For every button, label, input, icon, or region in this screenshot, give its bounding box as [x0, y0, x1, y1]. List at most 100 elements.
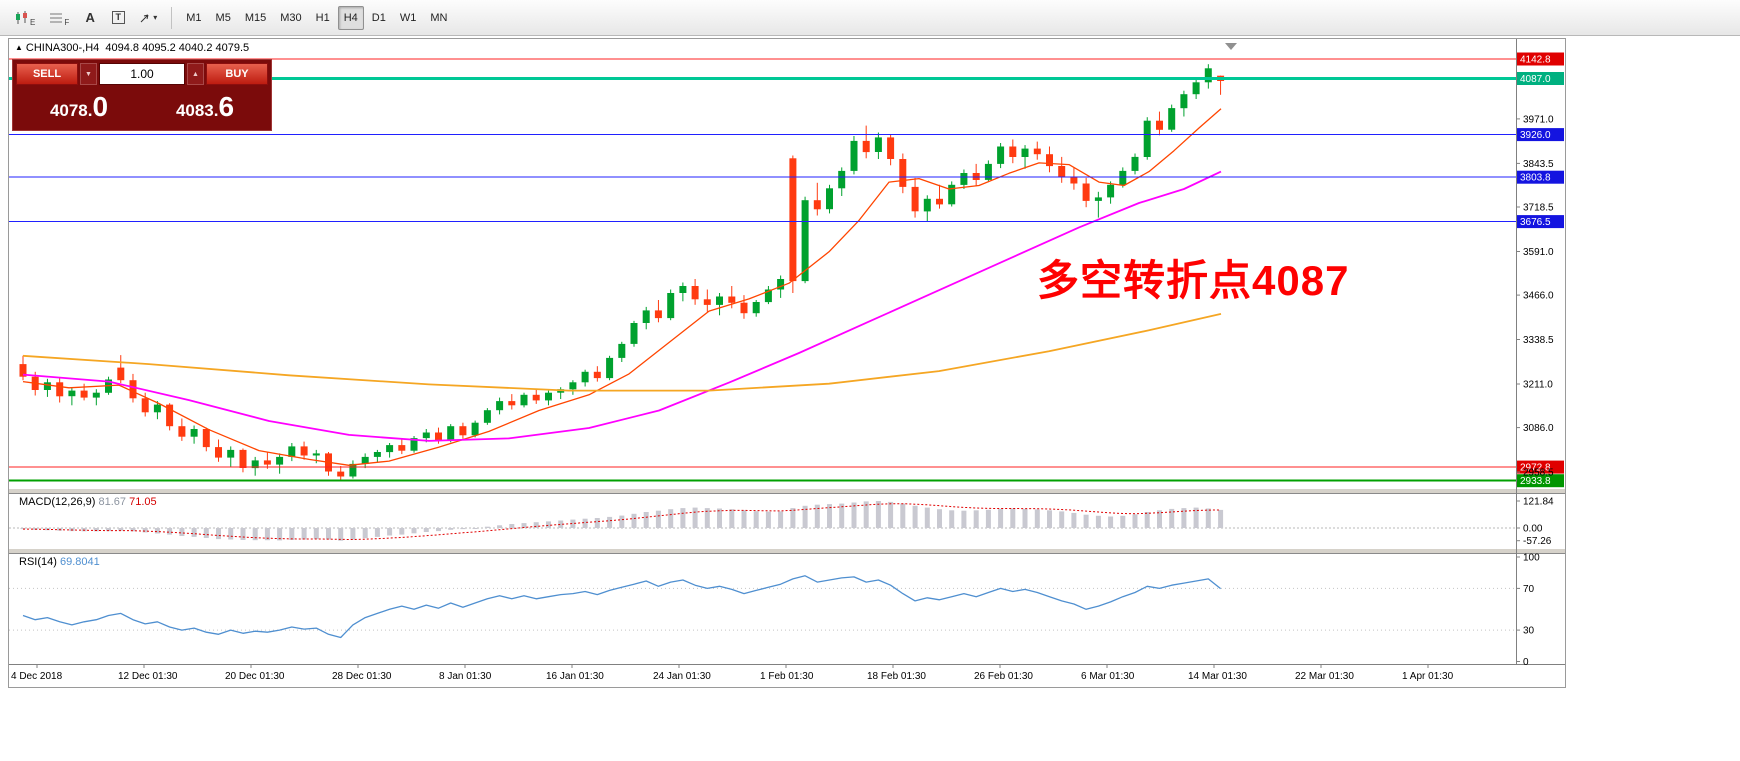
chart-shift-marker-icon: [1225, 43, 1237, 50]
macd-histogram-bar: [1181, 508, 1187, 528]
macd-histogram-bar: [643, 512, 649, 528]
timeframe-button-m30[interactable]: M30: [280, 11, 302, 24]
macd-histogram-bar: [118, 528, 124, 531]
candle-body: [581, 371, 589, 383]
candle-body: [593, 371, 601, 379]
candle-body: [764, 289, 772, 303]
level-price-badge-label: 3676.5: [1520, 217, 1551, 228]
price-axis-label: 3718.5: [1523, 203, 1554, 214]
macd-histogram-bar: [191, 528, 197, 537]
time-axis-label: 12 Dec 01:30: [118, 671, 178, 682]
macd-histogram-bar: [472, 528, 478, 529]
candle-body: [691, 286, 699, 300]
candle-body: [1094, 197, 1102, 201]
price-axis-label: 3211.0: [1523, 380, 1553, 391]
buy-price[interactable]: 4083.6: [142, 91, 268, 123]
timeframe-button-m5[interactable]: M5: [215, 11, 231, 24]
sell-price[interactable]: 4078.0: [16, 91, 142, 123]
macd-histogram-bar: [704, 508, 710, 528]
macd-histogram-bar: [423, 528, 429, 532]
candle-body: [19, 364, 27, 377]
macd-histogram-bar: [900, 503, 906, 528]
timeframe-button-h4[interactable]: H4: [337, 5, 364, 30]
volume-input[interactable]: [99, 63, 185, 85]
candle-body: [899, 159, 907, 187]
dropdown-caret-icon: ▾: [153, 13, 158, 22]
price-axis-label: 3086.0: [1523, 423, 1554, 434]
candle-body: [862, 140, 870, 153]
buy-price-main: 4083.: [175, 101, 219, 120]
level-price-badge-label: 3926.0: [1520, 130, 1551, 141]
sell-button[interactable]: SELL: [16, 63, 78, 85]
candle-body: [153, 404, 161, 413]
collapse-icon[interactable]: ▲: [15, 43, 23, 52]
candle-body: [1033, 148, 1041, 155]
candle-body: [654, 310, 662, 319]
price-axis-label: 3843.5: [1523, 159, 1554, 170]
candle-body: [703, 299, 711, 305]
candle-body: [752, 302, 760, 314]
candle-body: [520, 394, 528, 406]
buy-button[interactable]: BUY: [206, 63, 268, 85]
cursor-tool-button[interactable]: ▾: [133, 6, 163, 30]
candle-body: [801, 200, 809, 282]
chart-window: 4142.8 4087.0 3926.0 3803.8 3676.5 2972.8 2933…: [8, 38, 1566, 688]
candle-body: [422, 432, 430, 439]
candle-body: [630, 323, 638, 344]
candle-body: [667, 293, 675, 319]
candle-body: [960, 173, 968, 185]
rsi-label: RSI(14) 69.8041: [19, 556, 100, 568]
candle-body: [1168, 108, 1176, 130]
candle-body: [435, 432, 442, 441]
macd-histogram-bar: [765, 511, 771, 528]
level-price-badge-label: 4142.8: [1520, 55, 1551, 66]
timeframe-button-m15[interactable]: M15: [244, 11, 267, 24]
candle-body: [496, 401, 504, 411]
rsi-axis-label: 70: [1523, 584, 1535, 595]
panel-splitter[interactable]: [9, 548, 1565, 554]
grid-style-tool-button[interactable]: F: [43, 6, 75, 30]
macd-histogram-bar: [778, 511, 784, 528]
volume-down-button[interactable]: ▼: [80, 63, 97, 85]
candle-body: [874, 137, 882, 152]
candle-body: [361, 456, 369, 464]
toolbar-separator: [171, 6, 173, 29]
macd-histogram-bar: [924, 507, 930, 528]
candle-body: [43, 382, 51, 390]
timeframe-button-m1[interactable]: M1: [186, 11, 202, 24]
volume-up-button[interactable]: ▲: [187, 63, 204, 85]
macd-histogram-bar: [668, 509, 674, 528]
macd-histogram-bar: [387, 528, 393, 536]
candle-body: [911, 186, 919, 212]
macd-histogram-bar: [1193, 507, 1199, 528]
macd-histogram-bar: [814, 504, 820, 528]
candle-body: [227, 449, 235, 458]
text-label-tool-button[interactable]: T: [105, 6, 131, 30]
time-axis-label: 26 Feb 01:30: [974, 671, 1033, 682]
level-price-badge: [1517, 72, 1564, 85]
candle-body: [68, 390, 76, 397]
macd-histogram-bar: [998, 508, 1004, 528]
macd-histogram-bar: [93, 528, 99, 532]
macd-histogram-bar: [228, 528, 234, 540]
candle-body: [410, 438, 418, 451]
chart-canvas[interactable]: 4142.8 4087.0 3926.0 3803.8 3676.5 2972.8 2933…: [9, 39, 1565, 687]
macd-histogram-bar: [1108, 516, 1114, 528]
timeframe-button-w1[interactable]: W1: [399, 11, 417, 24]
candle-body: [887, 137, 895, 159]
panel-splitter[interactable]: [9, 488, 1565, 494]
macd-histogram-bar: [1205, 508, 1211, 528]
timeframe-button-d1[interactable]: D1: [371, 11, 386, 24]
text-tool-button[interactable]: A: [77, 6, 103, 30]
candle-body: [447, 426, 455, 441]
macd-histogram-bar: [607, 516, 613, 528]
macd-histogram-bar: [680, 508, 686, 528]
candle-body: [471, 422, 479, 436]
bar-style-tool-button[interactable]: E: [9, 6, 41, 30]
timeframe-button-h1[interactable]: H1: [315, 11, 330, 24]
macd-histogram-bar: [1059, 511, 1065, 528]
level-price-badge: [1517, 474, 1564, 488]
candle-body: [740, 302, 748, 314]
timeframe-button-mn[interactable]: MN: [430, 11, 448, 24]
macd-histogram-bar: [973, 510, 979, 528]
